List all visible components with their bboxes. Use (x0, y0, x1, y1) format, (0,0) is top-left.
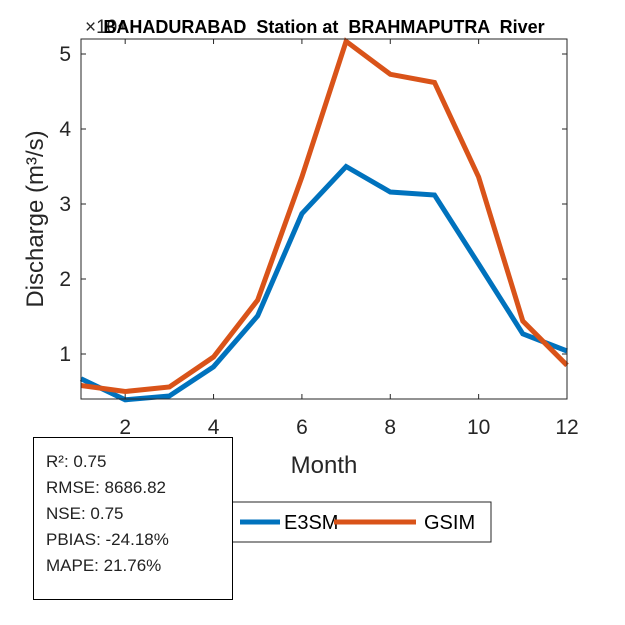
x-tick-label: 8 (384, 416, 396, 439)
series-line-gsim (80, 37, 569, 395)
metric-pbias: PBIAS: -24.18% (46, 530, 169, 549)
x-tick-label: 2 (119, 416, 131, 439)
metric-rmse: RMSE: 8686.82 (46, 478, 167, 497)
legend: E3SM GSIM (231, 501, 492, 543)
metric-mape: MAPE: 21.76% (46, 556, 162, 575)
y-tick-label: 2 (59, 268, 71, 291)
metrics-box: R²: 0.75 RMSE: 8686.82 NSE: 0.75 PBIAS: … (33, 437, 233, 600)
y-tick-label: 1 (59, 343, 71, 366)
x-tick-label: 10 (467, 416, 490, 439)
metric-nse: NSE: 0.75 (46, 504, 124, 523)
series-line-e3sm (79, 163, 568, 403)
plot-area (81, 39, 567, 399)
y-axis-label: Discharge (m³/s) (22, 130, 49, 307)
x-axis-label: Month (291, 452, 358, 479)
metric-r2: R²: 0.75 (46, 452, 107, 471)
x-tick-label: 4 (208, 416, 220, 439)
x-tick-label: 12 (555, 416, 578, 439)
legend-label-gsim: GSIM (424, 512, 475, 534)
plot-frame (80, 38, 568, 400)
y-tick-label: 4 (59, 118, 71, 141)
y-tick-label: 5 (59, 43, 71, 66)
x-tick-label: 6 (296, 416, 308, 439)
chart-title: BAHADURABAD Station at BRAHMAPUTRA River (103, 17, 544, 37)
y-exponent-label: ×10⁴ (85, 17, 125, 38)
legend-label-e3sm: E3SM (284, 512, 338, 534)
y-tick-label: 3 (59, 193, 71, 216)
